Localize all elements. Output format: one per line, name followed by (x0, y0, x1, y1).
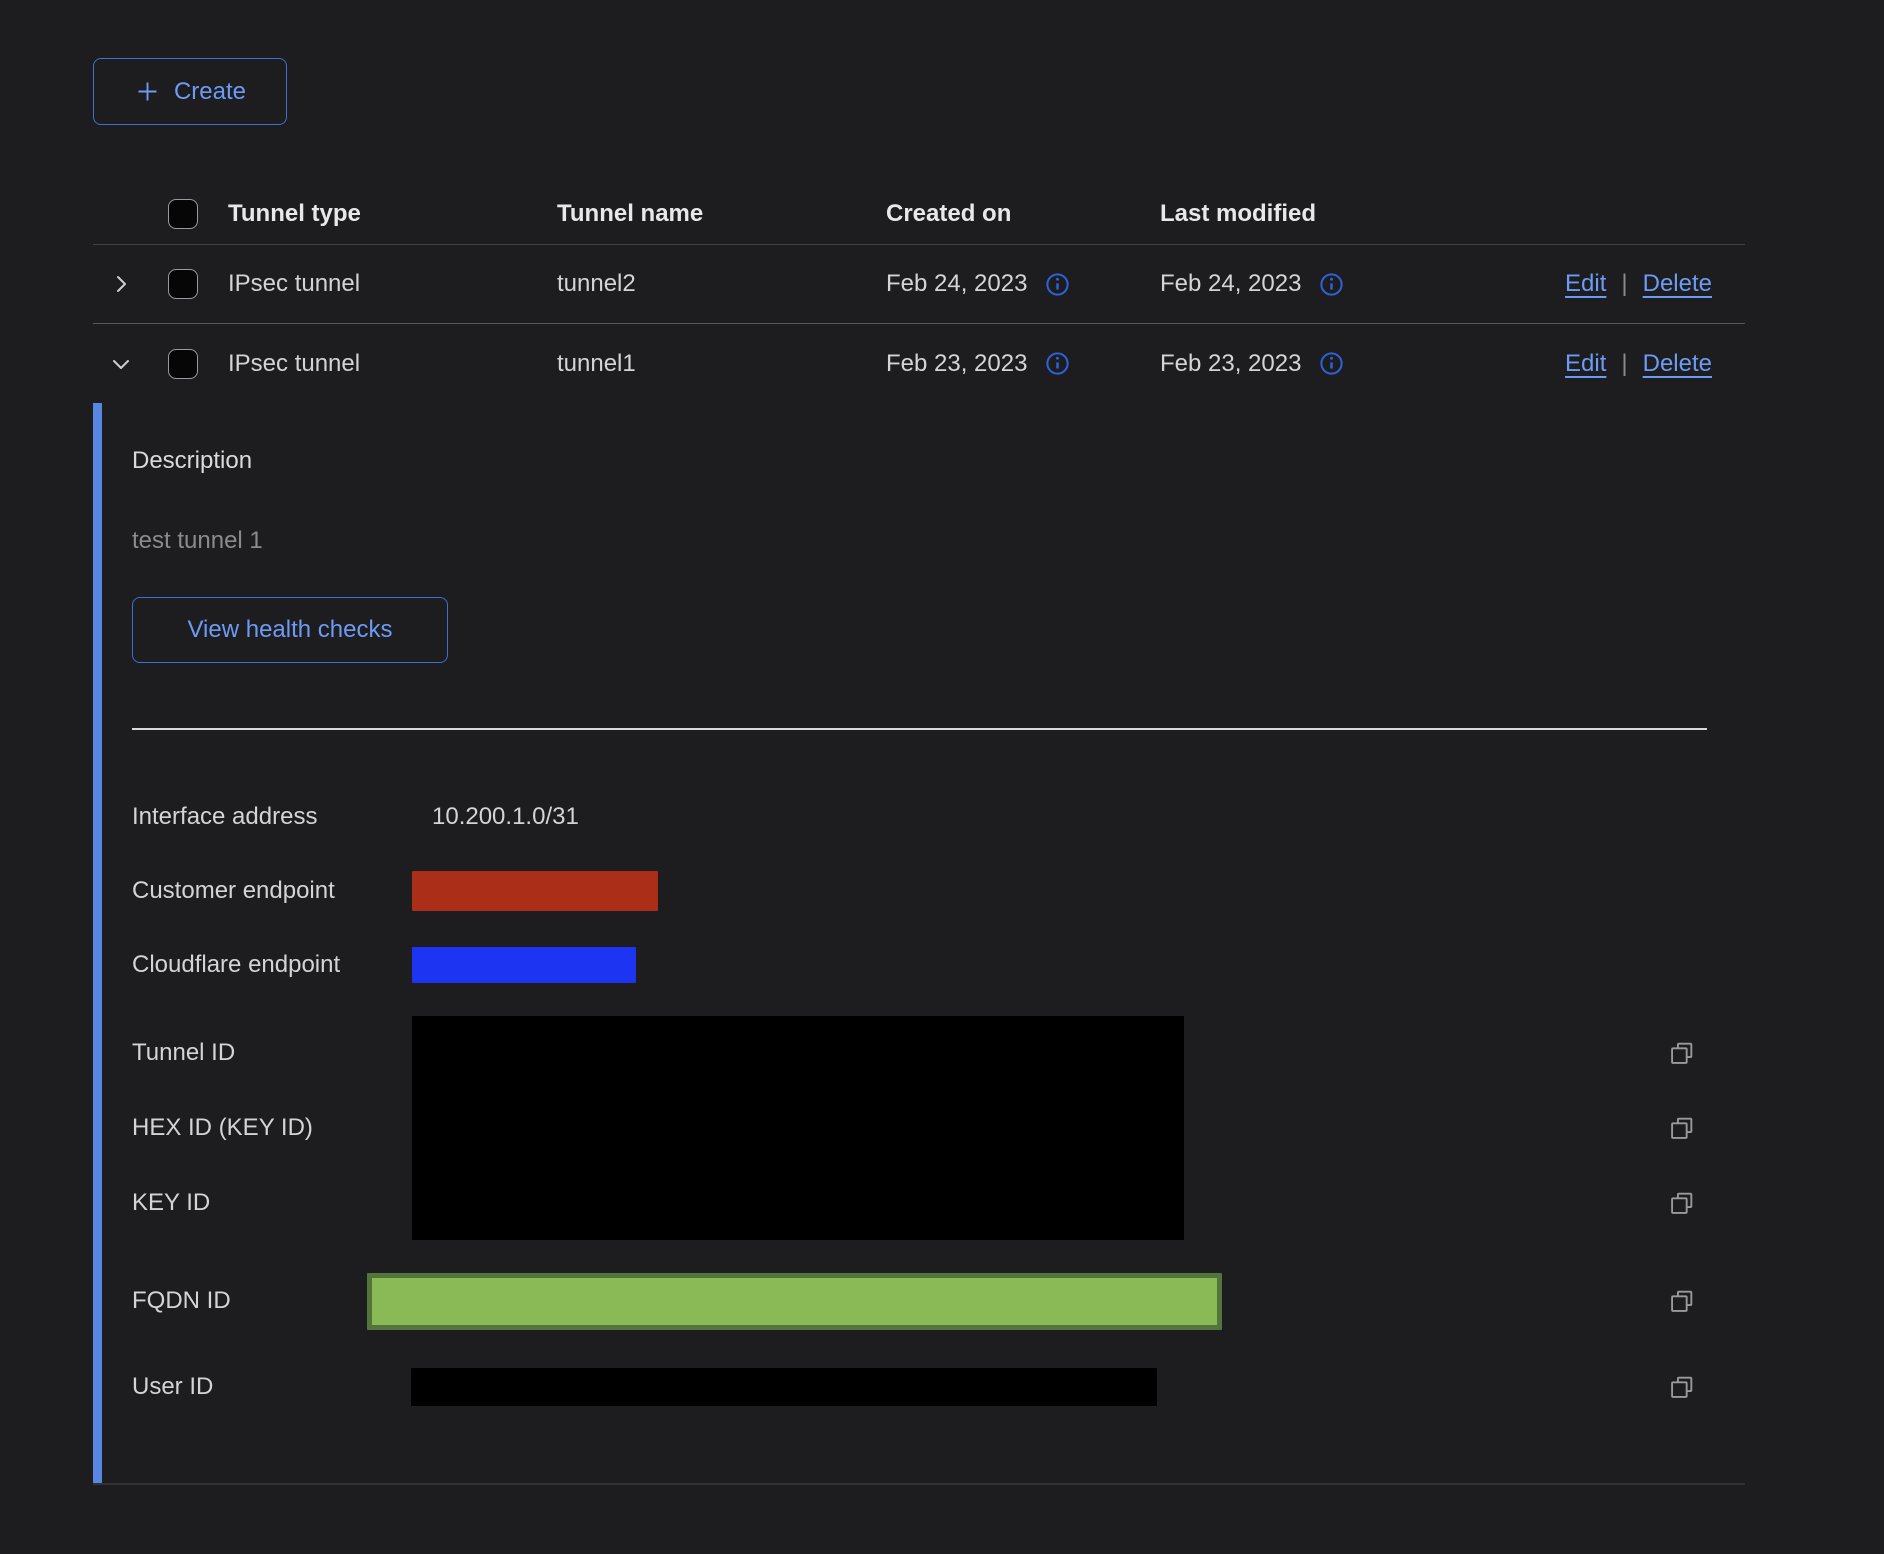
table-header-row: Tunnel type Tunnel name Created on Last … (93, 183, 1745, 245)
copy-key-id-button[interactable] (1668, 1189, 1696, 1217)
header-last-modified: Last modified (1160, 199, 1317, 227)
interface-address-label: Interface address (132, 803, 318, 830)
fqdn-id-label: FQDN ID (132, 1287, 231, 1314)
table-row-tunnel2: IPsec tunnel tunnel2 Feb 24, 2023 Feb 24… (93, 245, 1745, 324)
info-icon[interactable] (1318, 271, 1345, 298)
select-all-checkbox[interactable] (168, 198, 198, 229)
tunnel-type-value: IPsec tunnel (228, 349, 361, 377)
view-health-checks-label: View health checks (187, 616, 393, 643)
expanded-row-indicator-bar (93, 403, 102, 1483)
field-row-customer-endpoint: Customer endpoint (132, 854, 1745, 928)
interface-address-value: 10.200.1.0/31 (432, 803, 579, 830)
copy-icon (1671, 1192, 1693, 1214)
field-row-interface-address: Interface address 10.200.1.0/31 (132, 780, 1745, 854)
info-icon[interactable] (1044, 271, 1071, 298)
header-tunnel-name: Tunnel name (557, 199, 704, 227)
created-on-value: Feb 23, 2023 (886, 349, 1028, 377)
header-created-on: Created on (886, 199, 1012, 227)
panel-divider (132, 728, 1707, 730)
expand-row-button[interactable] (109, 272, 133, 296)
user-id-redacted-value (411, 1368, 1157, 1406)
created-on-value: Feb 24, 2023 (886, 270, 1028, 297)
create-button-label: Create (173, 77, 247, 105)
field-row-cloudflare-endpoint: Cloudflare endpoint (132, 928, 1745, 1002)
delete-link[interactable]: Delete (1642, 270, 1712, 297)
edit-link[interactable]: Edit (1565, 349, 1607, 377)
action-separator: | (1621, 349, 1628, 377)
delete-link[interactable]: Delete (1642, 349, 1712, 377)
copy-icon (1671, 1117, 1693, 1139)
create-button[interactable]: Create (93, 58, 287, 125)
row-checkbox[interactable] (168, 269, 198, 299)
copy-icon (1671, 1290, 1693, 1312)
view-health-checks-button[interactable]: View health checks (132, 597, 448, 663)
fqdn-id-redacted-value (367, 1272, 1222, 1330)
description-value: test tunnel 1 (132, 527, 263, 554)
id-fields-group: Tunnel ID HEX ID (KEY ID) KEY ID (132, 1016, 1745, 1240)
cloudflare-endpoint-label: Cloudflare endpoint (132, 951, 341, 978)
tunnels-table: Tunnel type Tunnel name Created on Last … (93, 183, 1745, 1485)
chevron-down-icon (112, 359, 129, 369)
hex-id-label: HEX ID (KEY ID) (132, 1114, 313, 1141)
copy-icon (1671, 1043, 1693, 1065)
last-modified-value: Feb 24, 2023 (1160, 270, 1302, 297)
action-separator: | (1621, 270, 1628, 297)
user-id-label: User ID (132, 1373, 214, 1400)
tunnel-name-value: tunnel2 (557, 270, 636, 297)
last-modified-value: Feb 23, 2023 (1160, 349, 1302, 377)
plus-icon (138, 82, 157, 101)
tunnel-name-value: tunnel1 (557, 349, 636, 377)
cloudflare-endpoint-redacted-value (412, 947, 636, 983)
description-label: Description (132, 447, 253, 474)
table-bottom-divider (93, 1483, 1745, 1485)
tunnel-id-label: Tunnel ID (132, 1039, 236, 1067)
collapse-row-button[interactable] (109, 352, 133, 376)
customer-endpoint-label: Customer endpoint (132, 877, 335, 904)
info-icon[interactable] (1044, 350, 1071, 377)
row-checkbox[interactable] (168, 348, 198, 379)
copy-fqdn-id-button[interactable] (1668, 1287, 1696, 1315)
customer-endpoint-redacted-value (412, 871, 658, 911)
tunnel-detail-panel: Description test tunnel 1 View health ch… (93, 403, 1745, 1483)
table-row-tunnel1: IPsec tunnel tunnel1 Feb 23, 2023 Feb 23… (93, 324, 1745, 403)
chevron-right-icon (116, 276, 126, 292)
key-id-label: KEY ID (132, 1188, 211, 1216)
copy-icon (1671, 1376, 1693, 1398)
info-icon[interactable] (1318, 350, 1345, 377)
field-row-user-id: User ID (132, 1344, 1745, 1430)
tunnel-type-value: IPsec tunnel (228, 270, 361, 297)
edit-link[interactable]: Edit (1565, 270, 1607, 297)
copy-hex-id-button[interactable] (1668, 1114, 1696, 1142)
header-tunnel-type: Tunnel type (228, 199, 361, 227)
copy-user-id-button[interactable] (1668, 1373, 1696, 1401)
id-values-redacted-block (412, 1016, 1184, 1240)
field-row-fqdn-id: FQDN ID (132, 1258, 1745, 1344)
copy-tunnel-id-button[interactable] (1668, 1039, 1696, 1067)
